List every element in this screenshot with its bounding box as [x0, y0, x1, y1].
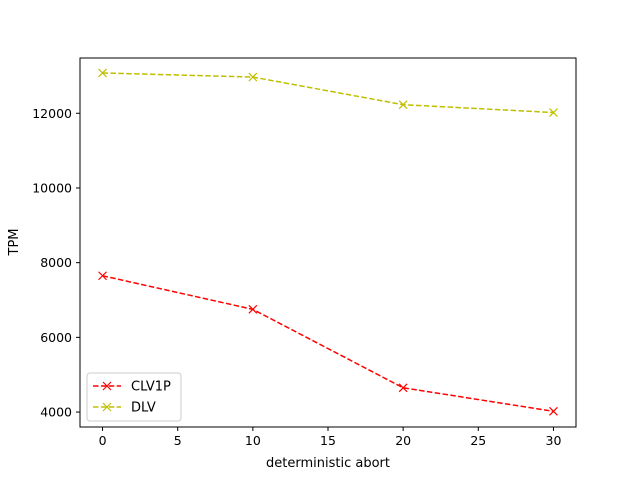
legend-marker-1 [102, 402, 112, 412]
series-line-1 [102, 72, 554, 114]
x-tick-label-4: 20 [395, 433, 411, 448]
y-axis-label: TPM [7, 229, 22, 257]
data-point-0-2 [398, 383, 408, 393]
data-point-1-1 [248, 72, 258, 82]
y-tick-label-4: 12000 [32, 106, 72, 121]
legend-box [86, 372, 182, 422]
data-point-0-3 [549, 406, 558, 416]
x-tick-label-6: 30 [546, 433, 562, 448]
y-tick-label-3: 10000 [32, 180, 72, 195]
x-tick-label-3: 15 [320, 433, 336, 448]
data-point-1-0 [98, 68, 107, 78]
data-point-0-1 [248, 304, 258, 314]
x-tick-label-2: 10 [245, 433, 261, 448]
x-axis-label: deterministic abort [266, 456, 390, 471]
legend-label-0: CLV1P [131, 380, 171, 395]
data-point-1-3 [549, 108, 558, 117]
x-tick-label-1: 5 [174, 433, 182, 448]
y-tick-label-2: 8000 [40, 255, 72, 270]
plot-background [80, 58, 576, 427]
series-layer [98, 68, 558, 416]
plot-area [80, 58, 576, 427]
y-tick-label-0: 4000 [40, 405, 72, 420]
y-tick-label-1: 6000 [40, 330, 72, 345]
legend: CLV1P DLV [86, 372, 182, 422]
x-tick-label-5: 25 [470, 433, 486, 448]
x-tick-label-0: 0 [99, 433, 107, 448]
legend-marker-0 [102, 381, 112, 391]
data-point-1-2 [398, 100, 408, 110]
data-point-0-0 [98, 271, 107, 281]
axes: 0 5 10 15 20 25 30 4000 6000 8000 10000 12000 [32, 57, 577, 448]
series-line-0 [102, 275, 554, 413]
legend-label-1: DLV [131, 401, 156, 416]
